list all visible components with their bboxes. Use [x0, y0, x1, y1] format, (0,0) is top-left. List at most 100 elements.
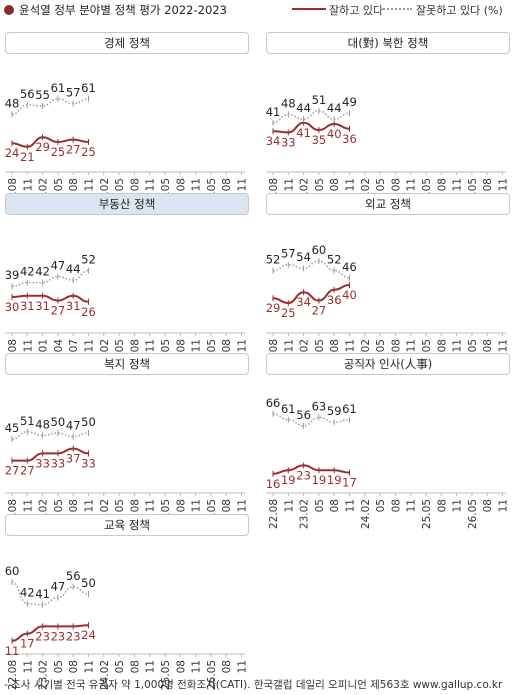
- x-tick-label: 11: [283, 499, 295, 512]
- x-tick-label: 11: [145, 499, 157, 512]
- panel-plot: 22.081123.0205081124.0205081125.05081126…: [5, 81, 249, 208]
- x-tick-label: 11: [452, 339, 464, 352]
- data-label-bad: 41: [35, 587, 50, 601]
- data-label-good: 24: [81, 628, 96, 642]
- x-tick-label: 11: [191, 339, 203, 352]
- data-label-good: 36: [327, 293, 342, 307]
- series-line-bad: [272, 413, 350, 427]
- x-tick-label: 05: [375, 499, 387, 512]
- x-tick-label: 24.02: [360, 499, 372, 529]
- x-tick-label: 11: [237, 499, 249, 512]
- x-tick-label: 08: [129, 499, 141, 512]
- data-label-bad: 49: [342, 95, 357, 109]
- series-line-good: [272, 284, 350, 305]
- data-label-good: 17: [342, 476, 357, 490]
- series-line-bad: [11, 581, 89, 606]
- x-tick-label: 08: [175, 499, 187, 512]
- x-tick-label: 11: [345, 499, 357, 512]
- x-tick-label: 08: [68, 499, 80, 512]
- data-label-good: 23: [35, 629, 50, 643]
- data-label-bad: 56: [66, 569, 81, 583]
- series-line-good: [272, 464, 350, 475]
- x-tick-label: 11: [191, 660, 203, 673]
- x-tick-label: 05: [314, 499, 326, 512]
- x-tick-label: 08: [129, 339, 141, 352]
- data-label-good: 29: [35, 140, 50, 154]
- data-label-bad: 51: [312, 93, 327, 107]
- panel-plot: 22.081123.0205081124.0205081125.05081126…: [266, 243, 510, 369]
- data-label-bad: 42: [20, 265, 35, 279]
- x-tick-label: 11: [406, 178, 418, 191]
- data-label-good: 34: [266, 134, 281, 148]
- series-line-bad: [11, 98, 89, 116]
- data-label-good: 30: [5, 300, 20, 314]
- data-label-bad: 45: [5, 421, 20, 435]
- series-line-bad: [11, 269, 89, 287]
- data-label-bad: 46: [342, 260, 357, 274]
- data-label-good: 26: [81, 305, 96, 319]
- x-tick-label: 08: [436, 499, 448, 512]
- x-tick-label: 11: [84, 178, 96, 191]
- data-label-bad: 47: [51, 580, 66, 594]
- data-label-bad: 44: [296, 101, 311, 115]
- x-tick-label: 08: [390, 339, 402, 352]
- data-label-good: 27: [5, 464, 20, 478]
- legend-good-swatch: [292, 8, 326, 10]
- data-label-good: 25: [81, 145, 96, 159]
- data-label-good: 19: [281, 473, 296, 487]
- x-tick-label: 11: [406, 339, 418, 352]
- x-tick-label: 11: [406, 499, 418, 512]
- data-label-good: 24: [5, 146, 20, 160]
- x-tick-label: 05: [314, 178, 326, 191]
- x-tick-label: 05: [314, 339, 326, 352]
- x-tick-label: 11: [191, 178, 203, 191]
- x-tick-label: 11: [283, 339, 295, 352]
- panel-title: 복지 정책: [5, 353, 249, 375]
- x-tick-label: 07: [68, 339, 80, 352]
- data-label-good: 36: [342, 132, 357, 146]
- x-tick-label: 08: [329, 339, 341, 352]
- x-tick-label: 08: [129, 660, 141, 673]
- x-tick-label: 11: [345, 178, 357, 191]
- x-tick-label: 11: [22, 339, 34, 352]
- data-label-good: 27: [51, 304, 66, 318]
- x-tick-label: 08: [68, 178, 80, 191]
- data-label-good: 31: [35, 299, 50, 313]
- x-tick-label: 11: [237, 339, 249, 352]
- data-label-bad: 50: [81, 576, 96, 590]
- data-label-good: 33: [35, 456, 50, 470]
- data-label-good: 23: [66, 629, 81, 643]
- panel-plot: 22.081123.0205081124.0205081125.05081126…: [5, 414, 249, 529]
- series-line-good: [11, 136, 89, 148]
- data-label-bad: 61: [342, 402, 357, 416]
- data-label-good: 11: [5, 644, 20, 658]
- data-label-bad: 61: [81, 81, 96, 95]
- x-tick-label: 05: [114, 499, 126, 512]
- data-label-bad: 59: [327, 404, 342, 418]
- x-tick-label: 08: [329, 499, 341, 512]
- x-tick-label: 11: [345, 339, 357, 352]
- x-tick-label: 26.05: [206, 660, 218, 690]
- data-label-bad: 57: [281, 247, 296, 261]
- data-label-good: 27: [312, 304, 327, 318]
- data-label-good: 41: [296, 126, 311, 140]
- data-label-good: 40: [342, 288, 357, 302]
- x-tick-label: 11: [283, 178, 295, 191]
- data-label-good: 27: [66, 143, 81, 157]
- data-label-bad: 52: [81, 253, 96, 267]
- x-tick-label: 08: [482, 178, 494, 191]
- x-tick-label: 24.02: [99, 660, 111, 690]
- x-tick-label: 08: [175, 660, 187, 673]
- panel-plot: 22.081123.0104071124.0205081125.05081126…: [5, 253, 249, 369]
- panel-title: 부동산 정책: [5, 193, 249, 215]
- x-tick-label: 11: [452, 499, 464, 512]
- data-label-good: 29: [266, 301, 281, 315]
- x-tick-label: 11: [145, 178, 157, 191]
- data-label-good: 23: [296, 468, 311, 482]
- data-label-bad: 48: [281, 96, 296, 110]
- data-label-bad: 56: [20, 87, 35, 101]
- panel-title: 대(對) 북한 정책: [266, 32, 510, 54]
- chart-title: 윤석열 정부 분야별 정책 평가 2022-2023: [19, 3, 227, 17]
- series-line-good: [12, 447, 89, 462]
